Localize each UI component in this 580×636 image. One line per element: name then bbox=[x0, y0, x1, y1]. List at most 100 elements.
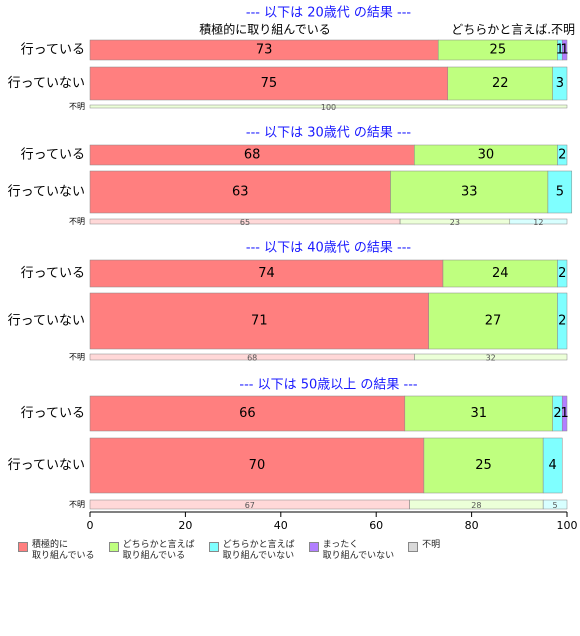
bar-segment bbox=[547, 170, 573, 214]
category-label: 不明 bbox=[69, 353, 85, 362]
category-label: 行っていない bbox=[8, 185, 85, 200]
value-label: 31 bbox=[470, 406, 487, 421]
x-tick-label: 20 bbox=[178, 519, 192, 532]
column-label: 不明 bbox=[551, 23, 575, 37]
column-label: 積極的に取り組んでいる bbox=[199, 22, 330, 37]
value-label: 30 bbox=[478, 148, 495, 163]
bar-segment bbox=[428, 292, 558, 350]
bar-segment bbox=[89, 292, 429, 350]
value-label: 2 bbox=[558, 314, 566, 329]
legend-item: まったく 取り組んでいない bbox=[308, 540, 395, 562]
bar-segment bbox=[404, 395, 553, 432]
value-label: 1 bbox=[556, 43, 564, 58]
category-label: 行っている bbox=[21, 43, 85, 58]
value-label: 33 bbox=[461, 185, 478, 200]
value-label: 65 bbox=[240, 218, 250, 227]
value-label: 25 bbox=[475, 458, 492, 473]
value-label: 68 bbox=[244, 148, 261, 163]
bar-segment bbox=[552, 66, 568, 101]
value-label: 4 bbox=[549, 458, 557, 473]
legend: 積極的に 取り組んでいる どちらかと言えば 取り組んでいる どちらかと言えば 取り組… bbox=[18, 540, 440, 562]
bar-segment bbox=[89, 259, 444, 288]
value-label: 70 bbox=[249, 458, 266, 473]
value-label: 2 bbox=[558, 266, 566, 281]
x-tick-label: 0 bbox=[87, 519, 94, 532]
bar-segment bbox=[390, 170, 549, 214]
bar-segment bbox=[542, 499, 568, 510]
bar-segment bbox=[414, 353, 568, 361]
value-label: 32 bbox=[486, 354, 496, 363]
value-label: 67 bbox=[245, 501, 255, 510]
value-label: 68 bbox=[247, 354, 257, 363]
value-label: 23 bbox=[450, 218, 460, 227]
panel-title: --- 以下は 50歳以上 の結果 --- bbox=[239, 378, 418, 393]
legend-swatch bbox=[408, 542, 419, 552]
bar-segment bbox=[557, 292, 568, 350]
bar-segment bbox=[442, 259, 558, 288]
category-label: 行っている bbox=[21, 148, 85, 163]
bar-segment bbox=[557, 144, 568, 166]
value-label: 2 bbox=[558, 148, 566, 163]
value-label: 24 bbox=[492, 266, 509, 281]
category-label: 不明 bbox=[69, 500, 85, 509]
panel-title: --- 以下は 30歳代 の結果 --- bbox=[246, 126, 412, 141]
x-tick-label: 100 bbox=[557, 519, 578, 532]
bar-segment bbox=[89, 437, 425, 494]
value-label: 2 bbox=[553, 406, 561, 421]
column-label: どちらかと言えば... bbox=[451, 23, 558, 37]
legend-label: どちらかと言えば 取り組んでいない bbox=[222, 540, 295, 561]
legend-label: 不明 bbox=[422, 540, 441, 550]
panel-title: --- 以下は 20歳代 の結果 --- bbox=[246, 6, 412, 21]
panel-title: --- 以下は 40歳代 の結果 --- bbox=[246, 241, 412, 256]
value-label: 63 bbox=[232, 185, 249, 200]
value-label: 5 bbox=[553, 501, 558, 510]
legend-label: 積極的に 取り組んでいる bbox=[32, 540, 95, 561]
bar-segment bbox=[557, 259, 568, 288]
legend-label: まったく 取り組んでいない bbox=[322, 540, 395, 561]
value-label: 1 bbox=[560, 406, 568, 421]
legend-item: 積極的に 取り組んでいる bbox=[18, 540, 95, 562]
bar-segment bbox=[89, 104, 568, 109]
value-label: 28 bbox=[471, 501, 481, 510]
bar-segment bbox=[89, 395, 406, 432]
value-label: 75 bbox=[261, 76, 278, 91]
value-label: 1 bbox=[560, 43, 568, 58]
value-label: 71 bbox=[251, 314, 268, 329]
category-label: 行っている bbox=[21, 266, 85, 281]
bar-segment bbox=[89, 170, 391, 214]
bar-segment bbox=[509, 218, 568, 225]
value-label: 74 bbox=[258, 266, 275, 281]
value-label: 27 bbox=[485, 314, 502, 329]
legend-swatch bbox=[18, 542, 28, 552]
value-label: 5 bbox=[556, 185, 564, 200]
bar-segment bbox=[423, 437, 544, 494]
x-tick-label: 60 bbox=[369, 519, 383, 532]
value-label: 66 bbox=[239, 406, 256, 421]
value-label: 12 bbox=[533, 218, 543, 227]
category-label: 行っていない bbox=[8, 314, 85, 329]
value-label: 25 bbox=[490, 43, 507, 58]
value-label: 22 bbox=[492, 76, 509, 91]
category-label: 行っていない bbox=[8, 76, 85, 91]
category-label: 行っている bbox=[21, 406, 85, 421]
category-label: 行っていない bbox=[8, 458, 85, 473]
legend-item: どちらかと言えば 取り組んでいない bbox=[208, 540, 295, 562]
bar-segment bbox=[561, 39, 568, 61]
bar-segment bbox=[542, 437, 563, 494]
category-label: 不明 bbox=[69, 217, 85, 226]
legend-item: どちらかと言えば 取り組んでいる bbox=[108, 540, 195, 562]
legend-item: 不明 bbox=[408, 540, 440, 562]
bar-segment bbox=[89, 66, 448, 101]
legend-swatch bbox=[308, 542, 319, 552]
value-label: 100 bbox=[321, 103, 336, 112]
x-tick-label: 80 bbox=[465, 519, 479, 532]
bar-segment bbox=[561, 395, 568, 432]
legend-swatch bbox=[208, 542, 219, 552]
chart: --- 以下は 20歳代 の結果 ---積極的に取り組んでいる どちらかと言えば.… bbox=[8, 6, 578, 533]
x-tick-label: 40 bbox=[274, 519, 288, 532]
legend-swatch bbox=[108, 542, 119, 552]
legend-label: どちらかと言えば 取り組んでいる bbox=[122, 540, 195, 561]
category-label: 不明 bbox=[69, 102, 85, 111]
value-label: 73 bbox=[256, 43, 273, 58]
